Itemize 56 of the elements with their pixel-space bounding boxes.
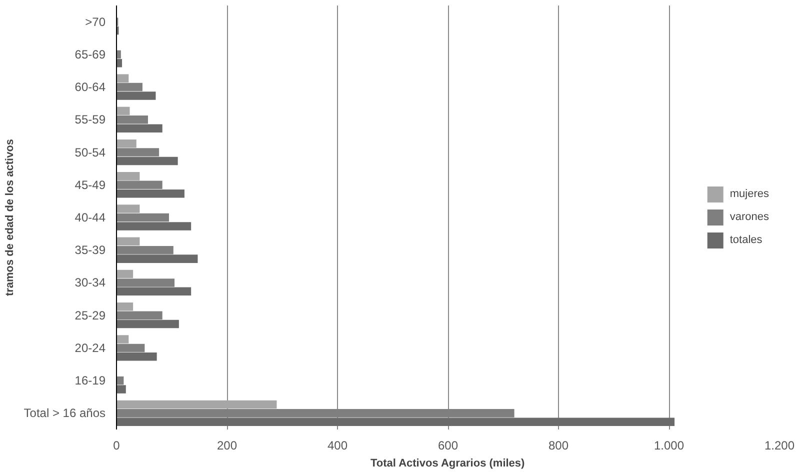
y-tick-label: 40-44 [74,210,106,224]
bar [116,116,148,124]
x-tick-label: 200 [216,438,238,452]
y-tick-label: 55-59 [74,112,106,127]
bar [116,335,129,344]
bar [116,246,174,254]
x-axis-title: Total Activos Agrarios (miles) [370,458,526,470]
y-tick-label: 45-49 [74,178,106,192]
bar [116,172,140,180]
bar [116,270,134,278]
legend-label: varones [730,211,769,223]
bar [116,74,129,82]
bar [116,302,134,311]
bar [116,254,198,263]
bar [116,58,122,68]
bar [116,278,175,287]
x-tick-label: 800 [548,438,569,452]
x-tick-label: 400 [327,438,348,452]
bar [116,156,178,166]
bar [116,92,156,100]
bar [116,124,162,132]
y-tick-label: 20-24 [74,340,106,355]
y-tick-label: 65-69 [74,47,106,62]
bar [116,400,277,409]
bar [116,189,184,198]
y-tick-label: 60-64 [74,80,106,94]
bar [116,148,160,156]
bar [116,222,192,230]
bar [116,180,162,190]
bar [116,287,192,296]
x-tick-label: 1.200 [764,438,795,452]
bar [116,213,169,222]
x-tick-label: 1.000 [654,438,684,452]
bar [116,237,140,246]
legend-label: totales [730,234,762,246]
x-tick-label: 0 [113,438,120,452]
x-tick-label: 600 [438,438,458,452]
bar [116,385,126,394]
y-tick-label: 25-29 [74,308,106,322]
y-tick-label: Total > 16 años [24,406,106,420]
y-tick-label: 30-34 [74,276,106,290]
bar [116,352,157,361]
bar [116,82,142,92]
y-tick-label: 50-54 [74,145,106,160]
bar [116,320,179,328]
y-tick-label: 16-19 [74,374,106,388]
legend-label: mujeres [730,188,769,200]
bar [116,106,130,116]
bar [116,311,162,320]
bar [116,204,140,213]
y-axis-title: tramos de edad de los activos [4,138,16,296]
y-tick-label: 35-39 [74,243,106,258]
bar [116,418,675,426]
bar [116,139,136,148]
y-tick-label: >70 [85,14,106,29]
bar [116,344,145,352]
